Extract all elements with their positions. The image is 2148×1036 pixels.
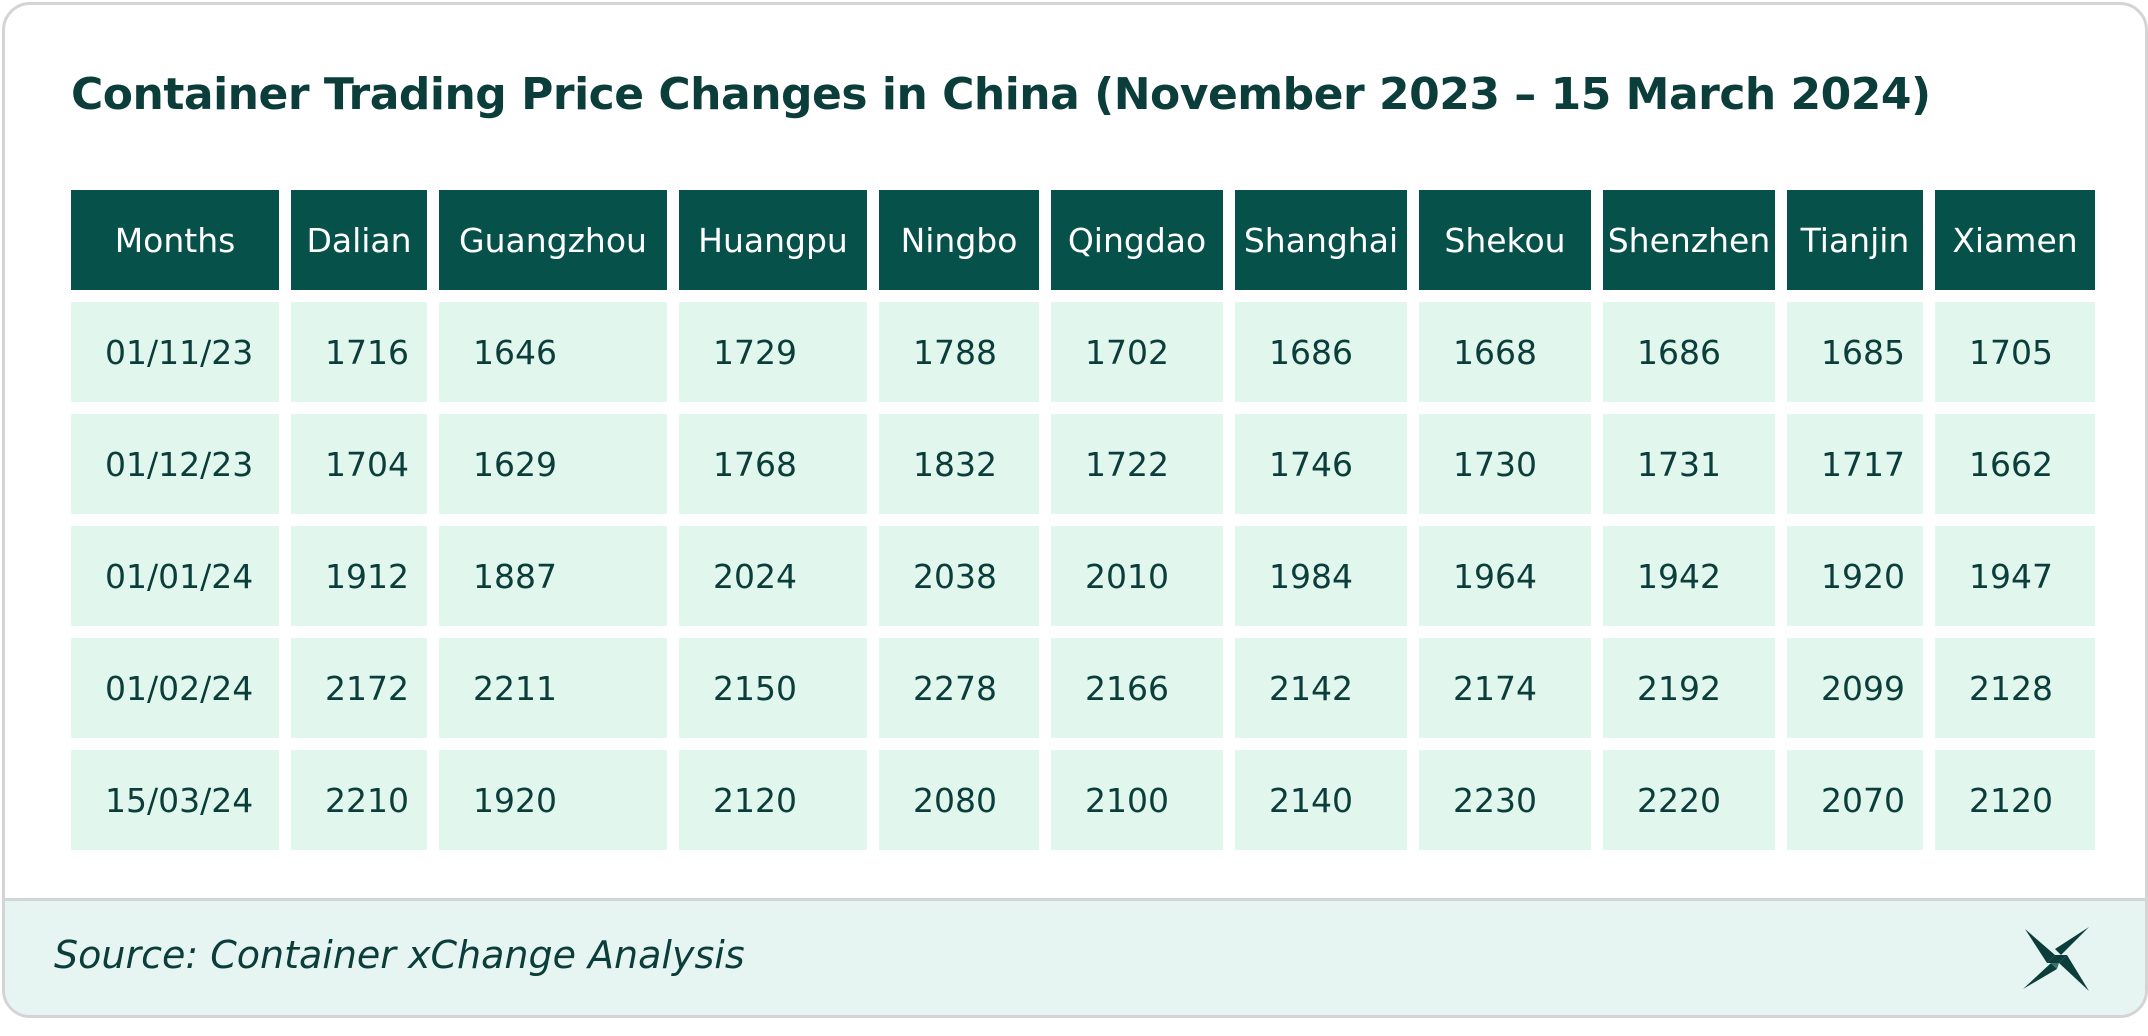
table-cell: 1788 <box>879 302 1039 402</box>
table-cell: 2174 <box>1419 638 1591 738</box>
table-cell: 2230 <box>1419 750 1591 850</box>
table-cell: 1947 <box>1935 526 2095 626</box>
table-cell: 2038 <box>879 526 1039 626</box>
column-header: Huangpu <box>679 190 867 290</box>
table-cell: 2220 <box>1603 750 1775 850</box>
table-cell: 1768 <box>679 414 867 514</box>
table-cell: 1887 <box>439 526 667 626</box>
table-cell: 1686 <box>1235 302 1407 402</box>
table-cell: 2128 <box>1935 638 2095 738</box>
table-cell: 2100 <box>1051 750 1223 850</box>
table-cell: 1705 <box>1935 302 2095 402</box>
column-header: Shekou <box>1419 190 1591 290</box>
column-header: Months <box>71 190 279 290</box>
table-cell: 2211 <box>439 638 667 738</box>
column-header: Tianjin <box>1787 190 1923 290</box>
row-month-cell: 15/03/24 <box>71 750 279 850</box>
row-month-cell: 01/01/24 <box>71 526 279 626</box>
column-header: Guangzhou <box>439 190 667 290</box>
table-cell: 2166 <box>1051 638 1223 738</box>
column-header: Dalian <box>291 190 427 290</box>
footer: Source: Container xChange Analysis <box>5 898 2145 1015</box>
table-cell: 2140 <box>1235 750 1407 850</box>
table-cell: 1729 <box>679 302 867 402</box>
table-cell: 2120 <box>679 750 867 850</box>
row-month-cell: 01/02/24 <box>71 638 279 738</box>
column-header: Xiamen <box>1935 190 2095 290</box>
table-cell: 1964 <box>1419 526 1591 626</box>
table-cell: 1942 <box>1603 526 1775 626</box>
table-cell: 2024 <box>679 526 867 626</box>
table-cell: 2192 <box>1603 638 1775 738</box>
table-cell: 2099 <box>1787 638 1923 738</box>
table-cell: 1629 <box>439 414 667 514</box>
price-table: Months Dalian Guangzhou Huangpu Ningbo Qingda… <box>71 190 2095 850</box>
table-cell: 1685 <box>1787 302 1923 402</box>
table-cell: 1722 <box>1051 414 1223 514</box>
table-cell: 1686 <box>1603 302 1775 402</box>
column-header: Shenzhen <box>1603 190 1775 290</box>
xchange-logo-icon <box>2023 927 2089 991</box>
table-card: Container Trading Price Changes in China… <box>2 2 2148 1018</box>
table-cell: 1920 <box>439 750 667 850</box>
table-cell: 2172 <box>291 638 427 738</box>
table-cell: 1731 <box>1603 414 1775 514</box>
table-cell: 2080 <box>879 750 1039 850</box>
row-month-cell: 01/11/23 <box>71 302 279 402</box>
table-cell: 1716 <box>291 302 427 402</box>
table-cell: 2150 <box>679 638 867 738</box>
column-header: Ningbo <box>879 190 1039 290</box>
table-cell: 1668 <box>1419 302 1591 402</box>
table-cell: 2210 <box>291 750 427 850</box>
table-cell: 1717 <box>1787 414 1923 514</box>
table-cell: 2142 <box>1235 638 1407 738</box>
row-month-cell: 01/12/23 <box>71 414 279 514</box>
table-cell: 1702 <box>1051 302 1223 402</box>
table-cell: 1920 <box>1787 526 1923 626</box>
table-cell: 2070 <box>1787 750 1923 850</box>
table-cell: 1984 <box>1235 526 1407 626</box>
table-cell: 1646 <box>439 302 667 402</box>
table-cell: 1704 <box>291 414 427 514</box>
table-cell: 1912 <box>291 526 427 626</box>
table-cell: 2010 <box>1051 526 1223 626</box>
table-cell: 2120 <box>1935 750 2095 850</box>
column-header: Qingdao <box>1051 190 1223 290</box>
table-cell: 2278 <box>879 638 1039 738</box>
table-cell: 1730 <box>1419 414 1591 514</box>
chart-title: Container Trading Price Changes in China… <box>71 69 1931 120</box>
source-note: Source: Container xChange Analysis <box>54 933 745 977</box>
table-cell: 1832 <box>879 414 1039 514</box>
table-cell: 1746 <box>1235 414 1407 514</box>
column-header: Shanghai <box>1235 190 1407 290</box>
table-cell: 1662 <box>1935 414 2095 514</box>
